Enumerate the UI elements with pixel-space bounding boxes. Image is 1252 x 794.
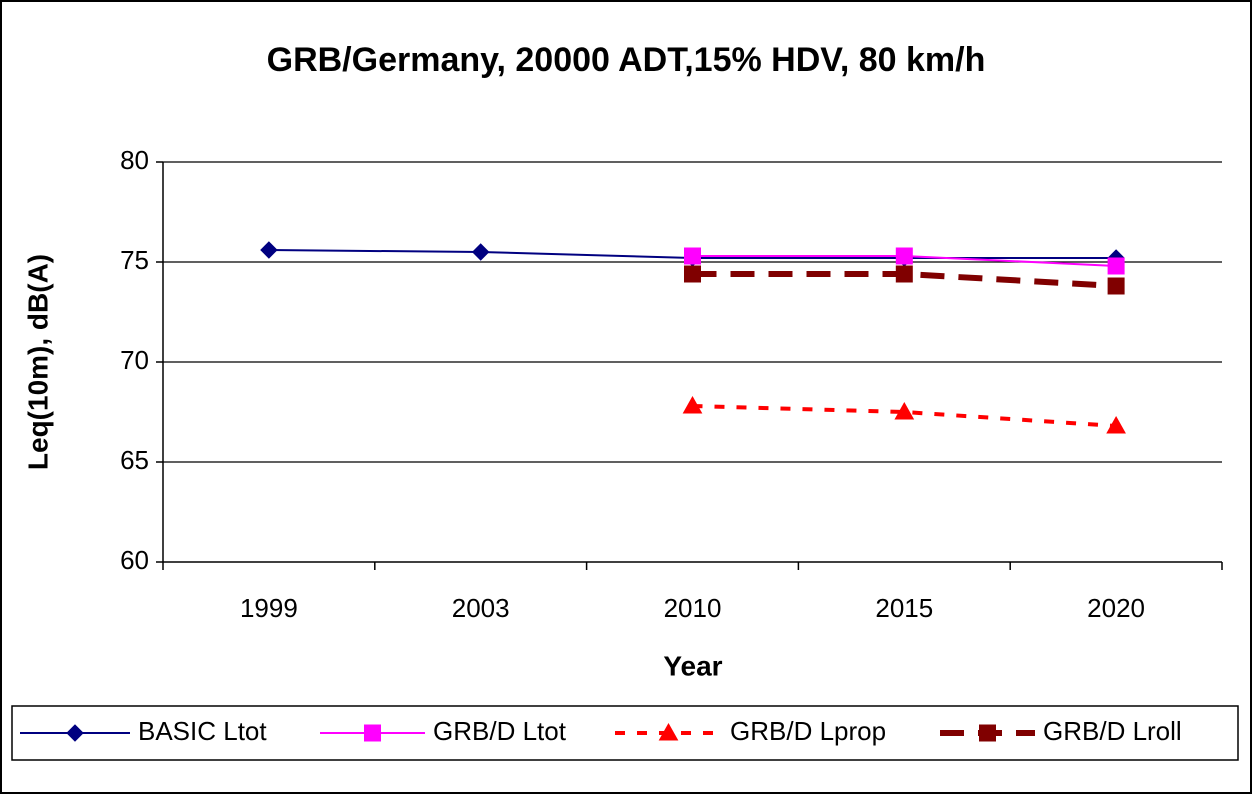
- x-axis-label: Year: [663, 650, 722, 681]
- y-tick-label: 60: [120, 545, 149, 575]
- marker: [684, 247, 701, 265]
- marker: [979, 724, 996, 742]
- y-tick-label: 80: [120, 145, 149, 175]
- legend-label: GRB/D Ltot: [433, 716, 567, 746]
- marker: [66, 724, 84, 742]
- series-line: [692, 404, 1117, 428]
- marker: [364, 724, 381, 742]
- x-tick-label: 2003: [452, 593, 510, 623]
- y-tick-label: 75: [120, 245, 149, 275]
- y-tick-label: 65: [120, 445, 149, 475]
- legend-label: BASIC Ltot: [138, 716, 267, 746]
- x-tick-label: 2015: [875, 593, 933, 623]
- marker: [895, 247, 913, 265]
- marker: [658, 722, 679, 741]
- chart-title: GRB/Germany, 20000 ADT,15% HDV, 80 km/h: [267, 41, 986, 79]
- marker: [260, 241, 278, 259]
- marker: [471, 243, 490, 261]
- legend-label: GRB/D Lroll: [1043, 716, 1182, 746]
- legend-label: GRB/D Lprop: [730, 716, 886, 746]
- x-tick-label: 2020: [1087, 593, 1145, 623]
- marker: [682, 395, 703, 414]
- legend: BASIC Ltot GRB/D Ltot GRB/D Lprop GRB/D Lro…: [11, 705, 1239, 761]
- x-tick-label: 2010: [664, 593, 722, 623]
- marker: [684, 265, 701, 283]
- marker: [1107, 277, 1125, 295]
- marker: [1107, 257, 1125, 275]
- marker: [895, 265, 913, 283]
- x-tick-label: 1999: [240, 593, 298, 623]
- y-tick-label: 70: [120, 345, 149, 375]
- marker: [894, 401, 915, 420]
- marker: [1106, 415, 1126, 434]
- y-axis-label: Leq(10m), dB(A): [22, 254, 53, 470]
